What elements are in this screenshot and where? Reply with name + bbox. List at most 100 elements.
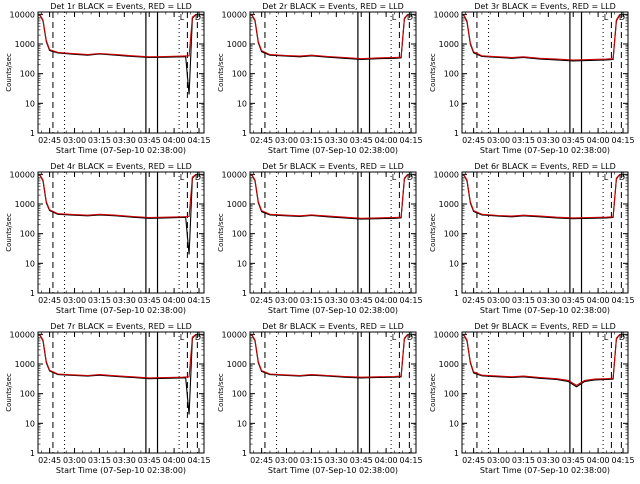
y-tick-label: 1000 — [439, 360, 459, 369]
series-line-events — [251, 14, 409, 61]
y-tick-label: 10000 — [434, 170, 459, 179]
x-tick-label: 03:00 — [275, 456, 298, 465]
y-tick-label: 1000 — [439, 200, 459, 209]
x-tick-label: 03:45 — [350, 456, 373, 465]
x-axis-label: Start Time (07-Sep-10 02:38:00) — [56, 146, 186, 155]
y-tick-label: 1 — [242, 129, 247, 138]
y-tick-label: 1000 — [439, 40, 459, 49]
x-tick-label: 04:00 — [375, 456, 398, 465]
flag-label: L — [604, 173, 609, 182]
y-tick-label: 10 — [449, 99, 459, 108]
flag-label: L — [180, 13, 185, 22]
series-line-lld — [463, 334, 621, 387]
y-tick-label: 100 — [232, 230, 247, 239]
x-tick-label: 03:45 — [350, 296, 373, 305]
x-tick-label: 04:00 — [375, 136, 398, 145]
x-tick-label: 03:00 — [487, 296, 510, 305]
chart-title: Det 8r BLACK = Events, RED = LLD — [262, 322, 404, 331]
plot-frame — [37, 171, 205, 294]
x-tick-label: 04:00 — [163, 136, 186, 145]
flag-label: D — [619, 333, 625, 342]
chart-panel-6: Det 6r BLACK = Events, RED = LLD 1 10 100 10… — [429, 162, 635, 315]
x-tick-label: 03:30 — [325, 136, 348, 145]
plot-frame — [37, 11, 205, 134]
y-tick-label: 10 — [449, 259, 459, 268]
y-tick-label: 100 — [20, 230, 35, 239]
x-tick-label: 03:15 — [300, 296, 323, 305]
chart-panel-8: Det 8r BLACK = Events, RED = LLD 1 10 100 10… — [217, 322, 423, 475]
y-axis-label: Counts/sec — [217, 373, 225, 412]
x-tick-label: 04:15 — [187, 136, 210, 145]
x-tick-label: 02:45 — [38, 136, 61, 145]
plot-frame — [249, 331, 417, 454]
chart-title: Det 4r BLACK = Events, RED = LLD — [50, 162, 192, 171]
series-line-events — [463, 174, 621, 220]
y-axis-label: Counts/sec — [429, 213, 437, 252]
flag-label: D — [619, 173, 625, 182]
y-tick-label: 1 — [30, 289, 35, 298]
x-tick-label: 03:00 — [63, 296, 86, 305]
y-tick-label: 100 — [20, 390, 35, 399]
x-tick-label: 02:45 — [38, 296, 61, 305]
series-line-lld — [39, 334, 197, 379]
x-axis-label: Start Time (07-Sep-10 02:38:00) — [480, 306, 610, 315]
x-tick-label: 03:45 — [138, 456, 161, 465]
y-tick-label: 1000 — [227, 360, 247, 369]
y-tick-label: 10000 — [434, 330, 459, 339]
y-tick-label: 100 — [232, 390, 247, 399]
plot-frame — [249, 11, 417, 134]
x-axis-label: Start Time (07-Sep-10 02:38:00) — [268, 146, 398, 155]
series-line-events — [251, 174, 409, 220]
x-tick-label: 03:45 — [562, 456, 585, 465]
x-tick-label: 03:15 — [88, 136, 111, 145]
x-tick-label: 03:30 — [537, 456, 560, 465]
y-tick-label: 1 — [242, 449, 247, 458]
y-tick-label: 10000 — [10, 170, 35, 179]
plot-frame — [461, 331, 629, 454]
flag-label: D — [407, 173, 413, 182]
x-tick-label: 04:00 — [163, 456, 186, 465]
x-axis-label: Start Time (07-Sep-10 02:38:00) — [268, 466, 398, 475]
x-axis-label: Start Time (07-Sep-10 02:38:00) — [56, 306, 186, 315]
x-tick-label: 04:15 — [611, 456, 634, 465]
x-tick-label: 04:00 — [587, 136, 610, 145]
y-axis-label: Counts/sec — [217, 53, 225, 92]
y-tick-label: 10 — [237, 259, 247, 268]
y-tick-label: 10000 — [222, 170, 247, 179]
series-line-lld — [251, 174, 409, 219]
y-tick-label: 1 — [454, 129, 459, 138]
y-tick-label: 1000 — [15, 360, 35, 369]
flag-label: D — [407, 13, 413, 22]
x-tick-label: 03:30 — [325, 456, 348, 465]
x-tick-label: 03:15 — [512, 296, 535, 305]
flag-label: D — [407, 333, 413, 342]
series-line-lld — [39, 174, 197, 219]
x-tick-label: 04:00 — [375, 296, 398, 305]
y-tick-label: 1000 — [15, 40, 35, 49]
x-tick-label: 03:15 — [88, 296, 111, 305]
y-axis-label: Counts/sec — [429, 373, 437, 412]
chart-panel-5: Det 5r BLACK = Events, RED = LLD 1 10 100 10… — [217, 162, 423, 315]
x-tick-label: 03:00 — [63, 136, 86, 145]
flag-label: L — [180, 333, 185, 342]
x-tick-label: 02:45 — [250, 456, 273, 465]
x-tick-label: 03:00 — [487, 456, 510, 465]
y-tick-label: 10 — [25, 259, 35, 268]
x-tick-label: 04:15 — [187, 456, 210, 465]
x-tick-label: 04:00 — [587, 296, 610, 305]
y-tick-label: 10 — [237, 419, 247, 428]
x-tick-label: 04:15 — [399, 136, 422, 145]
series-line-lld — [463, 174, 621, 219]
y-tick-label: 100 — [444, 230, 459, 239]
x-tick-label: 03:30 — [325, 296, 348, 305]
series-line-lld — [39, 14, 197, 58]
y-axis-label: Counts/sec — [5, 373, 13, 412]
y-tick-label: 10 — [25, 419, 35, 428]
x-tick-label: 02:45 — [462, 456, 485, 465]
x-tick-label: 03:30 — [113, 456, 136, 465]
chart-title: Det 5r BLACK = Events, RED = LLD — [262, 162, 404, 171]
series-line-lld — [463, 14, 621, 61]
x-tick-label: 02:45 — [250, 136, 273, 145]
y-tick-label: 100 — [232, 70, 247, 79]
